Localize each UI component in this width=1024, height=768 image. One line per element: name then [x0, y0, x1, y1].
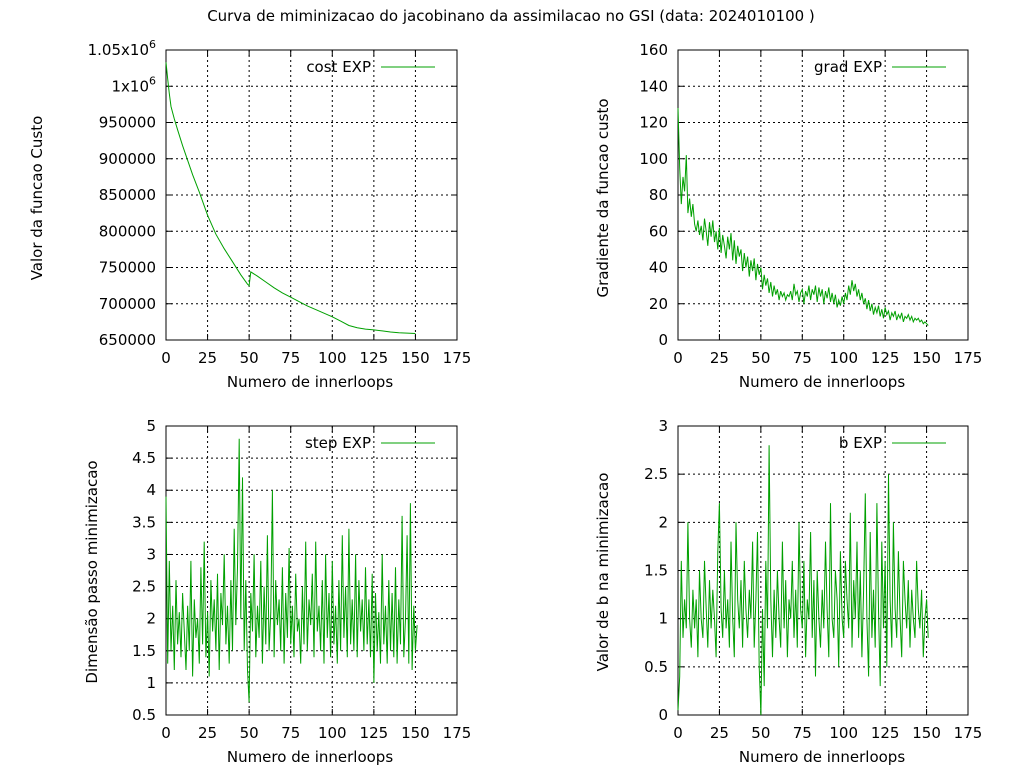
y-tick-label: 2.5: [644, 465, 668, 483]
y-tick-label: 2.5: [132, 578, 156, 596]
x-axis-label: Numero de innerloops: [739, 748, 905, 766]
y-axis-label: Valor de b na minimizacao: [594, 473, 612, 672]
y-tick-label: 60: [649, 222, 668, 240]
x-tick-label: 50: [751, 349, 770, 367]
x-tick-label: 25: [710, 724, 729, 742]
legend-label: step EXP: [305, 434, 371, 452]
x-axis-label: Numero de innerloops: [227, 373, 393, 391]
y-tick-label: 0.5: [132, 706, 156, 724]
y-tick-label: 3.5: [132, 513, 156, 531]
x-tick-label: 50: [240, 724, 259, 742]
y-tick-label: 2: [658, 513, 668, 531]
step-panel: 0 25 50 75 100 125 150 175 0.5 1 1.5 2 2.5 3 3.5 4 4.5 5 s…: [83, 417, 471, 766]
y-tick-label: 0.5: [644, 658, 668, 676]
x-tick-label: 125: [360, 724, 389, 742]
x-tick-label: 150: [401, 724, 430, 742]
plot-frame: [677, 49, 969, 341]
y-tick-label: 1.5: [132, 642, 156, 660]
x-tick-label: 175: [954, 724, 983, 742]
y-tick-label: 800000: [99, 222, 156, 240]
grad-series-line: [677, 107, 929, 326]
b-panel: 0 25 50 75 100 125 150 175 0 0.5 1 1.5 2 2.5 3 b EXP Num…: [594, 417, 982, 766]
x-tick-label: 0: [161, 349, 171, 367]
y-tick-label: 0: [658, 331, 668, 349]
y-tick-label: 4: [146, 481, 156, 499]
grad-panel: 0 25 50 75 100 125 150 175 0 20 40 60 80 100 120 140 160…: [594, 41, 982, 391]
legend-label: b EXP: [839, 434, 882, 452]
y-tick-label: 0: [658, 706, 668, 724]
b-series-line: [677, 445, 929, 716]
cost-series-line: [165, 62, 416, 334]
y-tick-label: 1.5: [644, 562, 668, 580]
x-tick-label: 100: [829, 724, 858, 742]
y-tick-label: 3: [658, 417, 668, 435]
x-axis-label: Numero de innerloops: [739, 373, 905, 391]
x-tick-label: 0: [673, 349, 683, 367]
y-tick-label: 900000: [99, 150, 156, 168]
plot-frame: [165, 425, 458, 716]
y-tick-label: 5: [146, 417, 156, 435]
y-tick-label: 160: [639, 41, 668, 59]
step-series-line: [165, 438, 418, 703]
x-tick-label: 0: [673, 724, 683, 742]
y-tick-label: 20: [649, 295, 668, 313]
y-axis-label: Dimensão passo minimizacao: [83, 460, 101, 683]
y-axis-label: Valor da funcao Custo: [28, 116, 46, 281]
y-tick-label: 850000: [99, 186, 156, 204]
legend-label: cost EXP: [306, 58, 371, 76]
y-tick-label: 140: [639, 77, 668, 95]
x-tick-label: 75: [793, 349, 812, 367]
x-tick-label: 25: [198, 349, 217, 367]
y-tick-label: 700000: [99, 295, 156, 313]
x-tick-label: 125: [871, 724, 900, 742]
x-tick-label: 175: [954, 349, 983, 367]
cost-panel: 0 25 50 75 100 125 150 175 650000 700000 750000 800…: [28, 38, 471, 391]
y-tick-label: 1: [146, 674, 156, 692]
y-tick-label: 120: [639, 114, 668, 132]
y-tick-label: 1.05x106: [88, 38, 156, 59]
x-tick-label: 100: [829, 349, 858, 367]
x-tick-label: 175: [443, 349, 472, 367]
plot-frame: [165, 49, 458, 341]
y-tick-label: 750000: [99, 259, 156, 277]
x-tick-label: 175: [443, 724, 472, 742]
figure-title: Curva de miminizacao do jacobinano da as…: [207, 7, 815, 25]
x-tick-label: 100: [318, 349, 347, 367]
x-tick-label: 150: [401, 349, 430, 367]
y-tick-label: 3: [146, 545, 156, 563]
x-tick-label: 125: [871, 349, 900, 367]
x-tick-label: 75: [281, 724, 300, 742]
x-tick-label: 75: [281, 349, 300, 367]
y-tick-label: 950000: [99, 114, 156, 132]
x-tick-label: 50: [751, 724, 770, 742]
x-tick-label: 25: [710, 349, 729, 367]
y-axis-label: Gradiente da funcao custo: [594, 98, 612, 297]
x-tick-label: 50: [240, 349, 259, 367]
y-tick-label: 80: [649, 186, 668, 204]
y-tick-label: 1: [658, 610, 668, 628]
x-tick-label: 150: [912, 724, 941, 742]
y-tick-label: 100: [639, 150, 668, 168]
x-tick-label: 150: [912, 349, 941, 367]
y-tick-label: 4.5: [132, 449, 156, 467]
x-tick-label: 100: [318, 724, 347, 742]
x-tick-label: 0: [161, 724, 171, 742]
plot-frame: [677, 425, 969, 716]
y-tick-label: 650000: [99, 331, 156, 349]
y-tick-label: 40: [649, 259, 668, 277]
y-tick-label: 1x106: [111, 74, 156, 95]
x-tick-label: 25: [198, 724, 217, 742]
x-tick-label: 75: [793, 724, 812, 742]
y-tick-label: 2: [146, 610, 156, 628]
x-axis-label: Numero de innerloops: [227, 748, 393, 766]
x-tick-label: 125: [360, 349, 389, 367]
legend-label: grad EXP: [814, 58, 882, 76]
